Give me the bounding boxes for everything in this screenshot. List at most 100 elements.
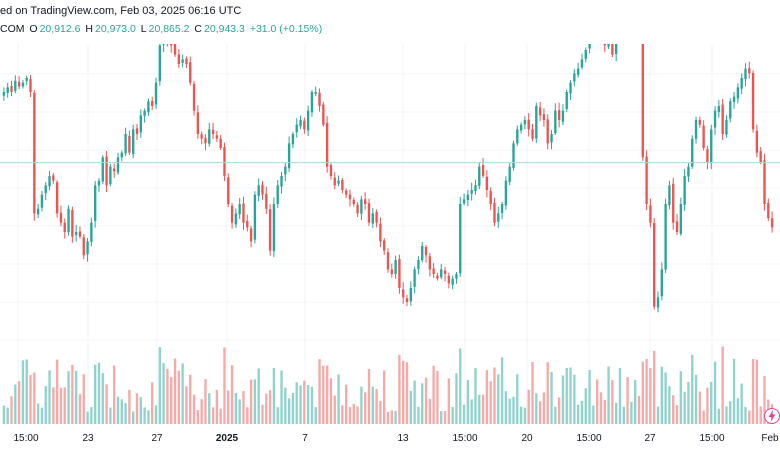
candle-body[interactable] (211, 129, 215, 134)
candle-body[interactable] (227, 177, 230, 204)
candle-body[interactable] (717, 106, 721, 113)
candle-body[interactable] (664, 204, 667, 270)
candle-body[interactable] (265, 193, 268, 209)
candle-body[interactable] (59, 212, 63, 223)
candle-body[interactable] (21, 82, 25, 87)
candle-body[interactable] (447, 275, 451, 284)
candle-body[interactable] (500, 204, 504, 213)
candle-body[interactable] (440, 269, 443, 278)
candle-body[interactable] (725, 120, 728, 135)
candle-body[interactable] (29, 79, 32, 92)
candle-body[interactable] (344, 190, 348, 195)
candle-body[interactable] (246, 221, 249, 228)
candle-body[interactable] (759, 151, 762, 162)
candle-body[interactable] (390, 269, 393, 274)
candle-body[interactable] (67, 208, 70, 233)
candle-body[interactable] (223, 147, 226, 176)
candle-body[interactable] (356, 204, 359, 214)
candle-body[interactable] (675, 221, 679, 232)
price-chart[interactable] (0, 44, 780, 424)
candle-body[interactable] (512, 143, 515, 168)
candle-body[interactable] (607, 44, 610, 47)
candle-body[interactable] (280, 176, 283, 187)
candle-body[interactable] (755, 130, 759, 153)
candle-body[interactable] (36, 208, 40, 215)
candle-body[interactable] (120, 152, 123, 158)
candle-body[interactable] (538, 107, 542, 116)
candle-body[interactable] (732, 96, 736, 102)
candle-body[interactable] (478, 166, 481, 186)
candle-body[interactable] (139, 115, 142, 133)
candle-body[interactable] (421, 246, 424, 261)
candle-body[interactable] (531, 129, 534, 139)
candle-body[interactable] (105, 156, 108, 186)
candle-body[interactable] (683, 176, 686, 205)
candle-body[interactable] (181, 59, 184, 63)
candle-body[interactable] (6, 87, 9, 93)
candle-body[interactable] (386, 252, 390, 270)
candle-body[interactable] (557, 110, 561, 120)
candle-body[interactable] (322, 104, 325, 125)
candle-body[interactable] (367, 203, 371, 223)
candle-body[interactable] (417, 260, 420, 269)
candle-body[interactable] (151, 100, 154, 106)
candle-body[interactable] (101, 157, 104, 182)
candle-body[interactable] (436, 275, 439, 279)
candle-body[interactable] (86, 241, 89, 255)
candle-body[interactable] (48, 176, 51, 187)
candle-body[interactable] (189, 62, 192, 83)
candle-body[interactable] (272, 204, 276, 252)
candle-body[interactable] (33, 92, 36, 214)
candle-body[interactable] (215, 135, 219, 139)
candle-body[interactable] (481, 165, 485, 176)
candle-body[interactable] (580, 59, 584, 68)
candle-body[interactable] (238, 204, 241, 215)
candle-body[interactable] (299, 120, 302, 127)
candle-body[interactable] (158, 45, 162, 82)
candle-body[interactable] (204, 137, 207, 144)
candle-body[interactable] (751, 72, 755, 130)
candle-body[interactable] (660, 269, 663, 297)
candle-body[interactable] (314, 92, 317, 94)
candle-body[interactable] (364, 199, 367, 204)
candle-body[interactable] (394, 260, 397, 275)
candle-body[interactable] (672, 183, 675, 223)
candle-body[interactable] (694, 120, 698, 139)
candle-body[interactable] (573, 73, 576, 82)
candle-body[interactable] (763, 160, 766, 204)
candle-body[interactable] (185, 58, 188, 64)
candle-body[interactable] (348, 194, 352, 200)
candle-body[interactable] (523, 120, 527, 125)
symbol-label[interactable]: COM (0, 23, 25, 35)
candle-body[interactable] (295, 124, 298, 133)
candle-body[interactable] (656, 297, 660, 308)
candle-body[interactable] (63, 222, 66, 232)
candle-body[interactable] (432, 268, 435, 274)
candle-body[interactable] (462, 199, 466, 204)
candle-body[interactable] (113, 168, 116, 172)
candle-body[interactable] (257, 185, 260, 196)
candle-body[interactable] (242, 203, 245, 223)
candle-body[interactable] (653, 222, 656, 307)
candle-body[interactable] (687, 166, 690, 177)
candle-body[interactable] (2, 92, 6, 96)
candle-body[interactable] (748, 68, 751, 74)
candle-body[interactable] (603, 44, 606, 46)
candle-body[interactable] (55, 182, 59, 214)
candle-body[interactable] (576, 68, 580, 75)
candle-body[interactable] (649, 205, 652, 223)
candle-body[interactable] (143, 110, 146, 116)
candle-body[interactable] (569, 82, 572, 94)
candle-body[interactable] (310, 92, 314, 113)
candle-body[interactable] (546, 119, 549, 144)
candle-body[interactable] (474, 185, 477, 192)
candle-body[interactable] (219, 138, 222, 148)
candle-body[interactable] (698, 119, 702, 125)
candle-body[interactable] (52, 175, 55, 181)
candle-body[interactable] (82, 237, 85, 256)
candle-body[interactable] (10, 85, 13, 92)
candle-body[interactable] (25, 78, 28, 81)
candle-body[interactable] (713, 110, 717, 128)
candle-body[interactable] (337, 180, 340, 184)
candle-body[interactable] (668, 185, 671, 206)
